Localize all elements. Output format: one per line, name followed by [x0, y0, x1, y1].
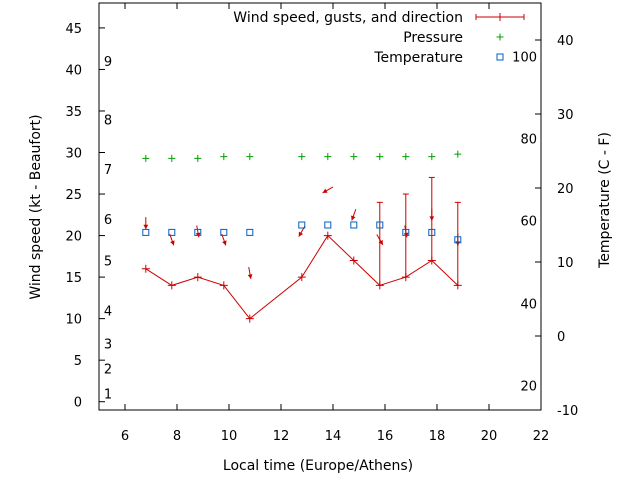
- y2-tick-label: -10: [557, 404, 578, 419]
- x-tick-label: 10: [221, 429, 238, 444]
- temperature-point: [142, 228, 150, 236]
- pressure-point: [246, 153, 254, 161]
- temperature-point: [246, 228, 254, 236]
- beaufort-label: 8: [104, 113, 112, 128]
- fahrenheit-label: 20: [520, 380, 537, 395]
- wind-speed-point: [245, 314, 254, 323]
- legend-label: Wind speed, gusts, and direction: [233, 10, 463, 26]
- wind-speed-point: [193, 273, 202, 282]
- wind-direction-arrowhead: [378, 239, 383, 245]
- wind-direction-arrowhead: [429, 216, 435, 221]
- temperature-point: [376, 221, 384, 229]
- y2-tick-label: 40: [557, 34, 574, 49]
- beaufort-label: 2: [104, 362, 112, 377]
- y-tick-label: 20: [65, 230, 82, 245]
- pressure-point: [142, 154, 150, 162]
- x-tick-label: 20: [481, 429, 498, 444]
- wind-speed-line: [145, 234, 459, 320]
- beaufort-label: 5: [104, 254, 112, 269]
- y-tick-label: 40: [65, 63, 82, 78]
- y2-tick-label: 10: [557, 256, 574, 271]
- wind-direction-arrowhead: [322, 188, 328, 193]
- legend: Wind speed, gusts, and direction Pressure…: [233, 10, 525, 66]
- y2-axis-title: Temperature (C - F): [597, 132, 613, 269]
- temperature-point: [220, 228, 228, 236]
- plot-frame: [98, 2, 542, 411]
- beaufort-label: 4: [104, 304, 112, 319]
- y-tick-label: 25: [65, 188, 82, 203]
- wind-direction-arrowhead: [170, 240, 175, 246]
- y-tick-label: 35: [65, 105, 82, 120]
- temperature-point: [194, 228, 202, 236]
- temperature-point: [402, 228, 410, 236]
- pressure-point: [298, 153, 306, 161]
- pressure-point: [376, 153, 384, 161]
- wind-speed-point: [323, 231, 332, 240]
- x-tick-label: 6: [121, 429, 129, 444]
- temperature-point: [454, 236, 462, 244]
- temperature-point: [168, 228, 176, 236]
- fahrenheit-label: 80: [520, 132, 537, 147]
- pressure-point: [454, 150, 462, 158]
- wind-direction-arrowhead: [222, 240, 227, 246]
- y-tick-label: 10: [65, 313, 82, 328]
- pressure-point: [168, 154, 176, 162]
- y-axis-title: Wind speed (kt - Beaufort): [28, 114, 44, 299]
- beaufort-label: 6: [104, 213, 112, 228]
- y2-tick-label: 30: [557, 108, 574, 123]
- x-tick-label: 14: [325, 429, 342, 444]
- wind-speed-point: [167, 281, 176, 290]
- fahrenheit-label: 40: [520, 297, 537, 312]
- wind-speed-point: [219, 281, 228, 290]
- beaufort-label: 9: [104, 55, 112, 70]
- wind-speed-point: [141, 264, 150, 273]
- beaufort-label: 3: [104, 338, 112, 353]
- x-tick-label: 16: [377, 429, 394, 444]
- axis-tick-labels: 6 8 10 12 14 16 18 20 22051015202530354045-10010…: [65, 22, 578, 444]
- y-tick-label: 45: [65, 22, 82, 37]
- wind-speed-point: [349, 256, 358, 265]
- pressure-point: [194, 154, 202, 162]
- x-axis-title: Local time (Europe/Athens): [223, 458, 413, 474]
- temperature-point: [298, 221, 306, 229]
- temperature-point: [324, 221, 332, 229]
- legend-pressure-marker: [496, 33, 504, 41]
- wind-direction-arrowhead: [455, 241, 461, 246]
- legend-label: Temperature: [373, 50, 463, 66]
- y-tick-label: 0: [74, 396, 82, 411]
- wind-speed-point: [297, 273, 306, 282]
- x-tick-label: 18: [429, 429, 446, 444]
- fahrenheit-label: 100: [512, 50, 537, 65]
- series-layer: [141, 150, 462, 323]
- wind-direction-arrowhead: [143, 224, 149, 230]
- y-tick-label: 5: [74, 354, 82, 369]
- wind-direction-arrowhead: [247, 274, 253, 279]
- x-tick-label: 8: [173, 429, 181, 444]
- beaufort-label: 7: [104, 163, 112, 178]
- y2-tick-label: 0: [557, 330, 565, 345]
- y2-tick-label: 20: [557, 182, 574, 197]
- temperature-point: [350, 221, 358, 229]
- fahrenheit-label: 60: [520, 215, 537, 230]
- y-tick-label: 15: [65, 271, 82, 286]
- pressure-point: [220, 153, 228, 161]
- temperature-point: [428, 228, 436, 236]
- legend-temperature-marker: [496, 53, 504, 61]
- axis-ticks: [99, 3, 542, 411]
- y-tick-label: 30: [65, 147, 82, 162]
- legend-label: Pressure: [403, 30, 463, 46]
- wind-direction-arrowhead: [350, 215, 356, 221]
- pressure-point: [428, 153, 436, 161]
- wind-direction-arrowhead: [298, 231, 304, 237]
- pressure-point: [350, 153, 358, 161]
- x-tick-label: 12: [273, 429, 290, 444]
- pressure-point: [324, 153, 332, 161]
- beaufort-label: 1: [104, 387, 112, 402]
- pressure-point: [402, 153, 410, 161]
- x-tick-label: 22: [533, 429, 550, 444]
